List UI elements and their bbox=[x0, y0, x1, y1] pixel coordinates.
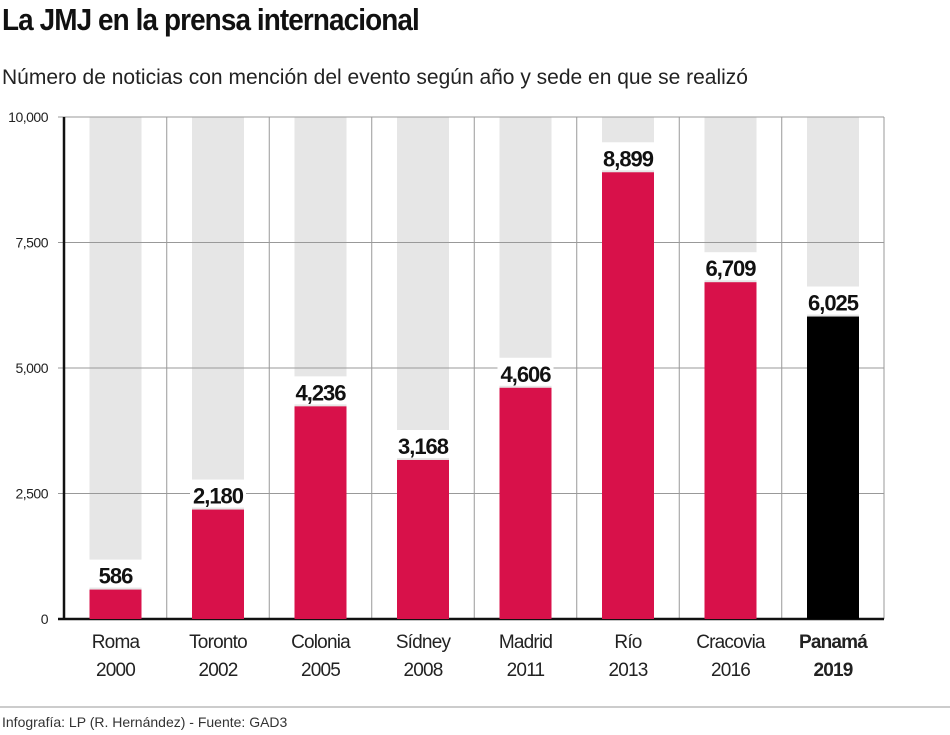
x-tick-label-city: Panamá bbox=[799, 632, 868, 653]
x-tick-label-city: Sídney bbox=[396, 632, 452, 653]
x-tick-label-year: 2005 bbox=[301, 660, 340, 681]
value-label-background bbox=[395, 429, 451, 458]
chart-title: La JMJ en la prensa internacional bbox=[2, 2, 420, 37]
value-label: 586 bbox=[99, 564, 133, 589]
x-tick-label-year: 2011 bbox=[507, 660, 545, 681]
x-tick-label-year: 2008 bbox=[403, 660, 442, 681]
bar bbox=[397, 459, 449, 619]
y-tick-label: 0 bbox=[41, 611, 49, 627]
value-label-background bbox=[190, 479, 246, 508]
bar bbox=[704, 282, 757, 619]
bar bbox=[192, 509, 244, 619]
value-label-background bbox=[702, 252, 759, 281]
x-tick-label-city: Roma bbox=[92, 632, 141, 653]
value-label-background bbox=[497, 357, 554, 386]
value-label-background bbox=[87, 559, 144, 588]
bar bbox=[602, 172, 654, 619]
value-label-background bbox=[805, 286, 861, 315]
x-tick-label-city: Colonia bbox=[291, 632, 351, 653]
value-label: 6,709 bbox=[705, 256, 756, 281]
bar bbox=[499, 387, 552, 619]
value-label: 6,025 bbox=[808, 291, 859, 316]
x-tick-label-year: 2002 bbox=[198, 660, 237, 681]
y-tick-label: 2,500 bbox=[15, 486, 48, 502]
x-tick-label-city: Toronto bbox=[189, 632, 247, 653]
bar-chart: 0 2,500 5,000 7,500 10,000 586 Roma 2000 2,180 To… bbox=[8, 109, 885, 681]
value-label-background bbox=[292, 376, 349, 405]
bar bbox=[807, 316, 859, 619]
x-tick-label-year: 2000 bbox=[96, 660, 135, 681]
value-label-background bbox=[600, 142, 656, 171]
y-tick-label: 10,000 bbox=[8, 109, 49, 125]
value-label: 4,236 bbox=[295, 380, 346, 405]
x-tick-label-city: Madrid bbox=[499, 632, 553, 653]
y-tick-label: 7,500 bbox=[15, 235, 48, 251]
value-label: 8,899 bbox=[603, 146, 654, 171]
value-label: 3,168 bbox=[398, 434, 449, 459]
x-tick-label-year: 2016 bbox=[711, 660, 750, 681]
footer-divider bbox=[0, 706, 950, 708]
value-label: 4,606 bbox=[500, 362, 551, 387]
x-tick-label-city: Río bbox=[614, 632, 641, 653]
bar bbox=[89, 589, 142, 619]
x-tick-label-year: 2013 bbox=[608, 660, 647, 681]
chart-subtitle: Número de noticias con mención del event… bbox=[2, 66, 748, 89]
bar bbox=[294, 406, 347, 619]
y-tick-label: 5,000 bbox=[15, 360, 48, 376]
x-tick-label-city: Cracovia bbox=[696, 632, 766, 653]
value-label: 2,180 bbox=[193, 484, 244, 509]
source-credit: Infografía: LP (R. Hernández) - Fuente: … bbox=[2, 714, 288, 730]
x-tick-label-year: 2019 bbox=[813, 660, 852, 681]
